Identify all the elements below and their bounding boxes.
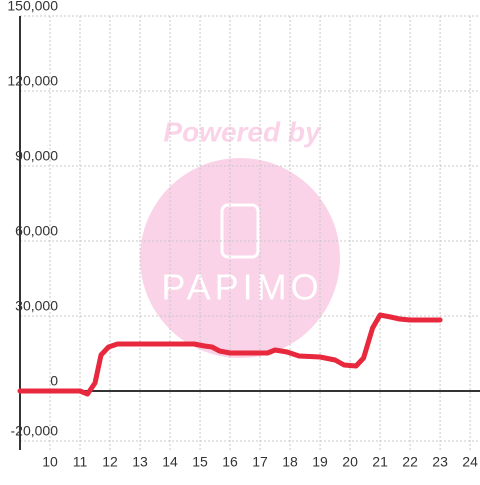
x-tick-label: 15 — [192, 454, 208, 470]
x-tick-label: 11 — [73, 454, 88, 470]
x-tick-label: 21 — [372, 454, 388, 470]
x-tick-label: 24 — [462, 454, 478, 470]
y-tick-label: -20,000 — [11, 423, 59, 439]
x-tick-label: 19 — [312, 454, 328, 470]
y-tick-label: 0 — [50, 373, 58, 389]
x-tick-label: 17 — [252, 454, 268, 470]
x-tick-label: 22 — [402, 454, 418, 470]
x-tick-label: 18 — [282, 454, 298, 470]
x-tick-label: 12 — [102, 454, 118, 470]
y-tick-label: 90,000 — [15, 148, 58, 164]
watermark-text: Powered by — [163, 116, 322, 147]
x-tick-label: 16 — [222, 454, 238, 470]
x-tick-label: 14 — [162, 454, 178, 470]
watermark-logo: PAPIMO — [161, 267, 322, 308]
data-line — [17, 312, 443, 397]
y-tick-label: 150,000 — [7, 0, 58, 14]
x-tick-label: 23 — [432, 454, 448, 470]
x-tick-label: 20 — [342, 454, 358, 470]
y-tick-label: 60,000 — [15, 223, 58, 239]
x-tick-label: 13 — [132, 454, 148, 470]
watermark-icon — [220, 203, 260, 259]
x-tick-label: 10 — [42, 454, 58, 470]
y-tick-label: 30,000 — [15, 298, 58, 314]
y-tick-label: 120,000 — [7, 73, 58, 89]
